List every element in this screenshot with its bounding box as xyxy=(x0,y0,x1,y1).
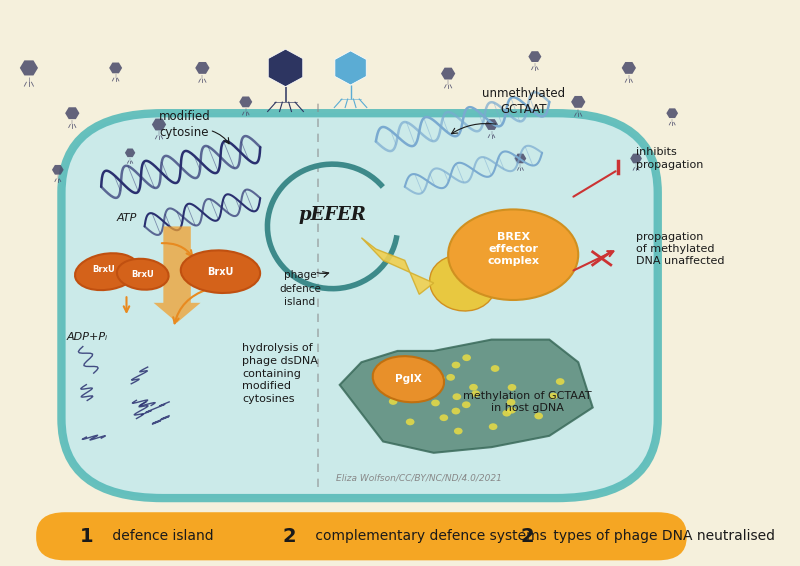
Text: BrxU: BrxU xyxy=(131,270,154,278)
Text: 1: 1 xyxy=(80,526,94,546)
Polygon shape xyxy=(65,108,79,119)
Circle shape xyxy=(462,401,470,408)
Polygon shape xyxy=(362,238,434,294)
Circle shape xyxy=(389,398,398,405)
FancyBboxPatch shape xyxy=(36,512,686,560)
Polygon shape xyxy=(20,61,38,75)
Text: defence island: defence island xyxy=(109,529,214,543)
Polygon shape xyxy=(571,96,586,108)
Polygon shape xyxy=(52,165,64,175)
Circle shape xyxy=(439,414,448,421)
Text: 2: 2 xyxy=(282,526,296,546)
Circle shape xyxy=(453,393,461,400)
Polygon shape xyxy=(514,153,526,164)
Circle shape xyxy=(454,428,462,435)
Polygon shape xyxy=(340,340,593,453)
Text: pEFER: pEFER xyxy=(298,206,366,224)
Circle shape xyxy=(426,383,435,389)
Text: BrxU: BrxU xyxy=(92,265,115,273)
Circle shape xyxy=(534,413,543,419)
Text: unmethylated
GCTAAT: unmethylated GCTAAT xyxy=(482,87,566,117)
Text: methylation of GCTAAT
in host gDNA: methylation of GCTAAT in host gDNA xyxy=(463,391,592,413)
Polygon shape xyxy=(666,108,678,118)
Circle shape xyxy=(431,400,440,406)
Text: propagation
of methylated
DNA unaffected: propagation of methylated DNA unaffected xyxy=(636,231,725,267)
Text: hydrolysis of
phage dsDNA
containing
modified
cytosines: hydrolysis of phage dsDNA containing mod… xyxy=(242,343,318,404)
Circle shape xyxy=(556,378,565,385)
Polygon shape xyxy=(239,96,252,108)
Polygon shape xyxy=(125,148,135,157)
Polygon shape xyxy=(528,51,542,62)
Polygon shape xyxy=(109,62,122,74)
Circle shape xyxy=(506,399,515,406)
FancyArrow shape xyxy=(154,226,201,323)
Polygon shape xyxy=(441,68,455,79)
Text: Eliza Wolfson/CC/BY/NC/ND/4.0/2021: Eliza Wolfson/CC/BY/NC/ND/4.0/2021 xyxy=(336,474,502,483)
Ellipse shape xyxy=(430,255,495,311)
Polygon shape xyxy=(268,49,302,87)
Polygon shape xyxy=(485,119,498,130)
Polygon shape xyxy=(335,51,366,85)
Polygon shape xyxy=(195,62,210,74)
Circle shape xyxy=(507,407,516,414)
Text: BrxU: BrxU xyxy=(207,267,234,277)
Circle shape xyxy=(489,423,498,430)
Circle shape xyxy=(452,362,460,368)
Ellipse shape xyxy=(373,356,444,402)
Circle shape xyxy=(451,408,460,414)
Circle shape xyxy=(471,391,480,397)
Text: 2: 2 xyxy=(521,526,534,546)
Circle shape xyxy=(436,375,445,381)
Circle shape xyxy=(490,365,499,372)
Text: modified
cytosine: modified cytosine xyxy=(158,110,210,139)
Text: PglX: PglX xyxy=(395,374,422,384)
Text: complementary defence systems: complementary defence systems xyxy=(311,529,546,543)
Circle shape xyxy=(462,354,471,361)
Circle shape xyxy=(549,393,558,400)
Ellipse shape xyxy=(117,259,169,290)
Text: inhibits
propagation: inhibits propagation xyxy=(636,147,703,170)
Polygon shape xyxy=(630,153,642,164)
Circle shape xyxy=(469,384,478,391)
Ellipse shape xyxy=(448,209,578,300)
Text: ADP+Pᵢ: ADP+Pᵢ xyxy=(66,332,107,342)
Circle shape xyxy=(502,410,511,417)
Text: ATP: ATP xyxy=(116,213,137,223)
Polygon shape xyxy=(622,62,636,74)
Ellipse shape xyxy=(181,250,260,293)
Circle shape xyxy=(414,389,423,396)
Circle shape xyxy=(446,374,455,381)
Circle shape xyxy=(406,418,414,425)
Polygon shape xyxy=(152,119,166,130)
Circle shape xyxy=(508,384,516,391)
Ellipse shape xyxy=(75,253,139,290)
FancyBboxPatch shape xyxy=(62,113,658,498)
Text: types of phage DNA neutralised: types of phage DNA neutralised xyxy=(550,529,775,543)
Text: phage
defence
island: phage defence island xyxy=(279,271,321,307)
Text: BREX
effector
complex: BREX effector complex xyxy=(487,231,539,267)
